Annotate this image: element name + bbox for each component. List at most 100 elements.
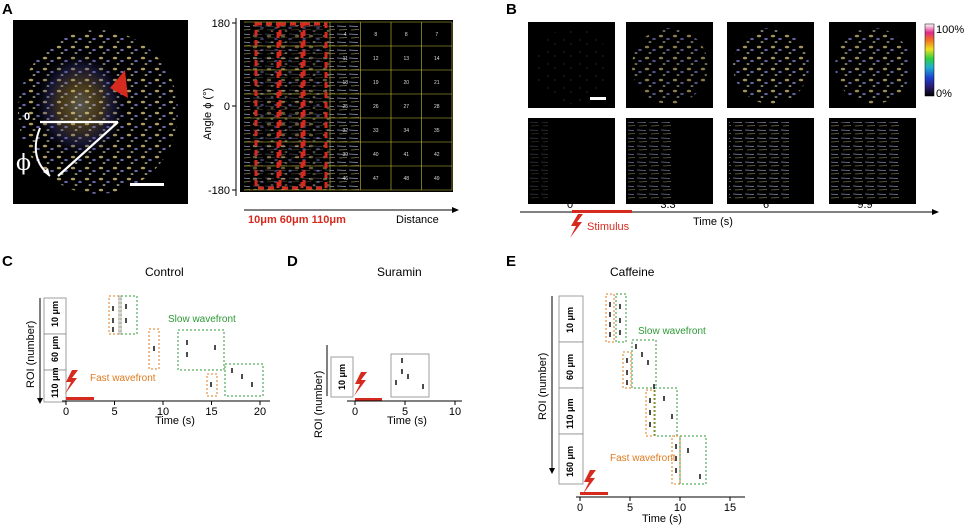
grid-cell-number: 40 <box>373 152 379 158</box>
cell-signal <box>632 28 708 104</box>
slow-wavefront-label: Slow wavefront <box>168 314 236 325</box>
slow-wavefront-box <box>177 329 225 371</box>
grid-cell-number: 35 <box>434 128 440 134</box>
distance-axis-label: Distance <box>396 214 439 226</box>
grid-cell-number: 33 <box>373 128 379 134</box>
wave-signal <box>530 122 548 200</box>
y-tick-top: 180 <box>212 18 230 30</box>
distance-column <box>254 22 280 190</box>
panel-d-y-label: ROI (number) <box>313 371 325 438</box>
time-tick-1: 3.3 <box>660 199 675 211</box>
panel-a-letter: A <box>2 1 13 18</box>
x-tick-label: 5 <box>111 406 117 418</box>
grid-cell-number: 21 <box>434 80 440 86</box>
colorbar-min-label: 0% <box>936 88 952 100</box>
panel-c-y-label: ROI (number) <box>25 321 37 388</box>
panel-e-y-label: ROI (number) <box>537 353 549 420</box>
roi-label-10: 10 μm <box>337 364 347 390</box>
distance-column <box>302 22 328 190</box>
distance-columns <box>254 22 328 190</box>
stimulus-bar <box>572 210 632 213</box>
grid-cell-number: 14 <box>434 56 440 62</box>
stimulus-bar <box>66 397 94 400</box>
angle-axis-label: Angle ϕ (°) <box>202 88 214 140</box>
roi-label-10: 10 μm <box>565 307 575 333</box>
panel-d: D Suramin ROI (number) 10 μm 0 5 10 Time (… <box>287 253 462 438</box>
roi-label-160: 160 μm <box>565 446 575 477</box>
y-tick-mid: 0 <box>224 101 230 113</box>
time-tick-0: 0 <box>567 199 573 211</box>
grid-cell-number: 46 <box>342 176 348 182</box>
x-tick-label: 0 <box>63 406 69 418</box>
grid-cell-number: 20 <box>403 80 409 86</box>
stimulus-bar <box>355 398 382 401</box>
grid-cell-number: 7 <box>435 32 438 38</box>
grid-cell-number: 13 <box>403 56 409 62</box>
x-tick-label: 10 <box>449 406 461 418</box>
fast-wavefront-box <box>622 351 632 389</box>
cell-signal <box>835 28 911 104</box>
panel-e-wavefront-boxes <box>605 293 707 485</box>
slow-wavefront-box <box>224 363 264 397</box>
roi-label-10: 10 μm <box>50 301 60 327</box>
stimulus-pipette-marker <box>110 70 128 98</box>
fast-wavefront-box <box>108 295 120 335</box>
grid-cell-number: 12 <box>373 56 379 62</box>
grid-cell-number: 49 <box>434 176 440 182</box>
panel-e-letter: E <box>506 253 516 270</box>
x-tick-label: 15 <box>205 406 217 418</box>
scale-bar <box>130 183 164 186</box>
time-tick-3: 9.9 <box>857 199 872 211</box>
colorbar <box>924 23 935 97</box>
slow-wavefront-box <box>631 339 657 389</box>
slow-wavefront-box <box>615 293 627 343</box>
stimulus-bolt-icon <box>65 370 78 394</box>
x-tick-label: 10 <box>674 502 686 514</box>
slow-wavefront-label: Slow wavefront <box>638 326 706 337</box>
panel-e-title: Caffeine <box>610 265 655 279</box>
grid-cell-number: 26 <box>373 104 379 110</box>
grid-cell-number: 41 <box>403 152 409 158</box>
roi-label-60: 60 μm <box>50 336 60 362</box>
grid-cell-number: 32 <box>342 128 348 134</box>
wave-signal <box>729 122 789 200</box>
panel-e-x-ticks: 0 5 10 15 <box>577 497 736 514</box>
grid-cell-number: 4 <box>344 32 347 38</box>
fast-wavefront-label: Fast wavefront <box>90 373 156 384</box>
phi-arrow-head <box>43 168 50 176</box>
roi-label-60: 60 μm <box>565 354 575 380</box>
x-tick-label: 0 <box>577 502 583 514</box>
panel-c-x-label: Time (s) <box>155 415 195 427</box>
wave-signal <box>628 122 673 200</box>
panel-c-title: Control <box>145 265 184 279</box>
grid-cell-number: 47 <box>373 176 379 182</box>
x-tick-label: 15 <box>724 502 736 514</box>
grid-cell-number: 39 <box>342 152 348 158</box>
fast-wavefront-box <box>645 389 655 437</box>
fast-wavefront-box <box>206 373 218 397</box>
slow-wavefront-box <box>120 295 138 335</box>
panel-d-event-marks <box>395 358 424 389</box>
grid-cell-number: 8 <box>374 32 377 38</box>
grid-cell-number: 42 <box>434 152 440 158</box>
stimulus-bolt-icon <box>354 372 367 396</box>
panel-d-title: Suramin <box>377 265 422 279</box>
x-tick-label: 10 <box>157 406 169 418</box>
slow-wavefront-box <box>654 387 678 437</box>
phi-symbol: ϕ <box>16 151 31 176</box>
grid-cell-number: 19 <box>373 80 379 86</box>
angle-radius-line <box>57 121 119 177</box>
grid-cell-number: 48 <box>403 176 409 182</box>
response-box <box>390 353 430 398</box>
x-tick-label: 5 <box>627 502 633 514</box>
cell-signal <box>733 28 809 104</box>
roi-label-110: 110 μm <box>565 398 575 429</box>
stimulus-bolt-icon <box>583 470 596 494</box>
grid-cell-number: 25 <box>342 104 348 110</box>
slow-wavefront-box <box>679 435 707 485</box>
grid-cell-number: 8 <box>405 32 408 38</box>
x-tick-label: 20 <box>254 406 266 418</box>
panel-c-letter: C <box>2 253 13 270</box>
fast-wavefront-box <box>605 293 615 343</box>
